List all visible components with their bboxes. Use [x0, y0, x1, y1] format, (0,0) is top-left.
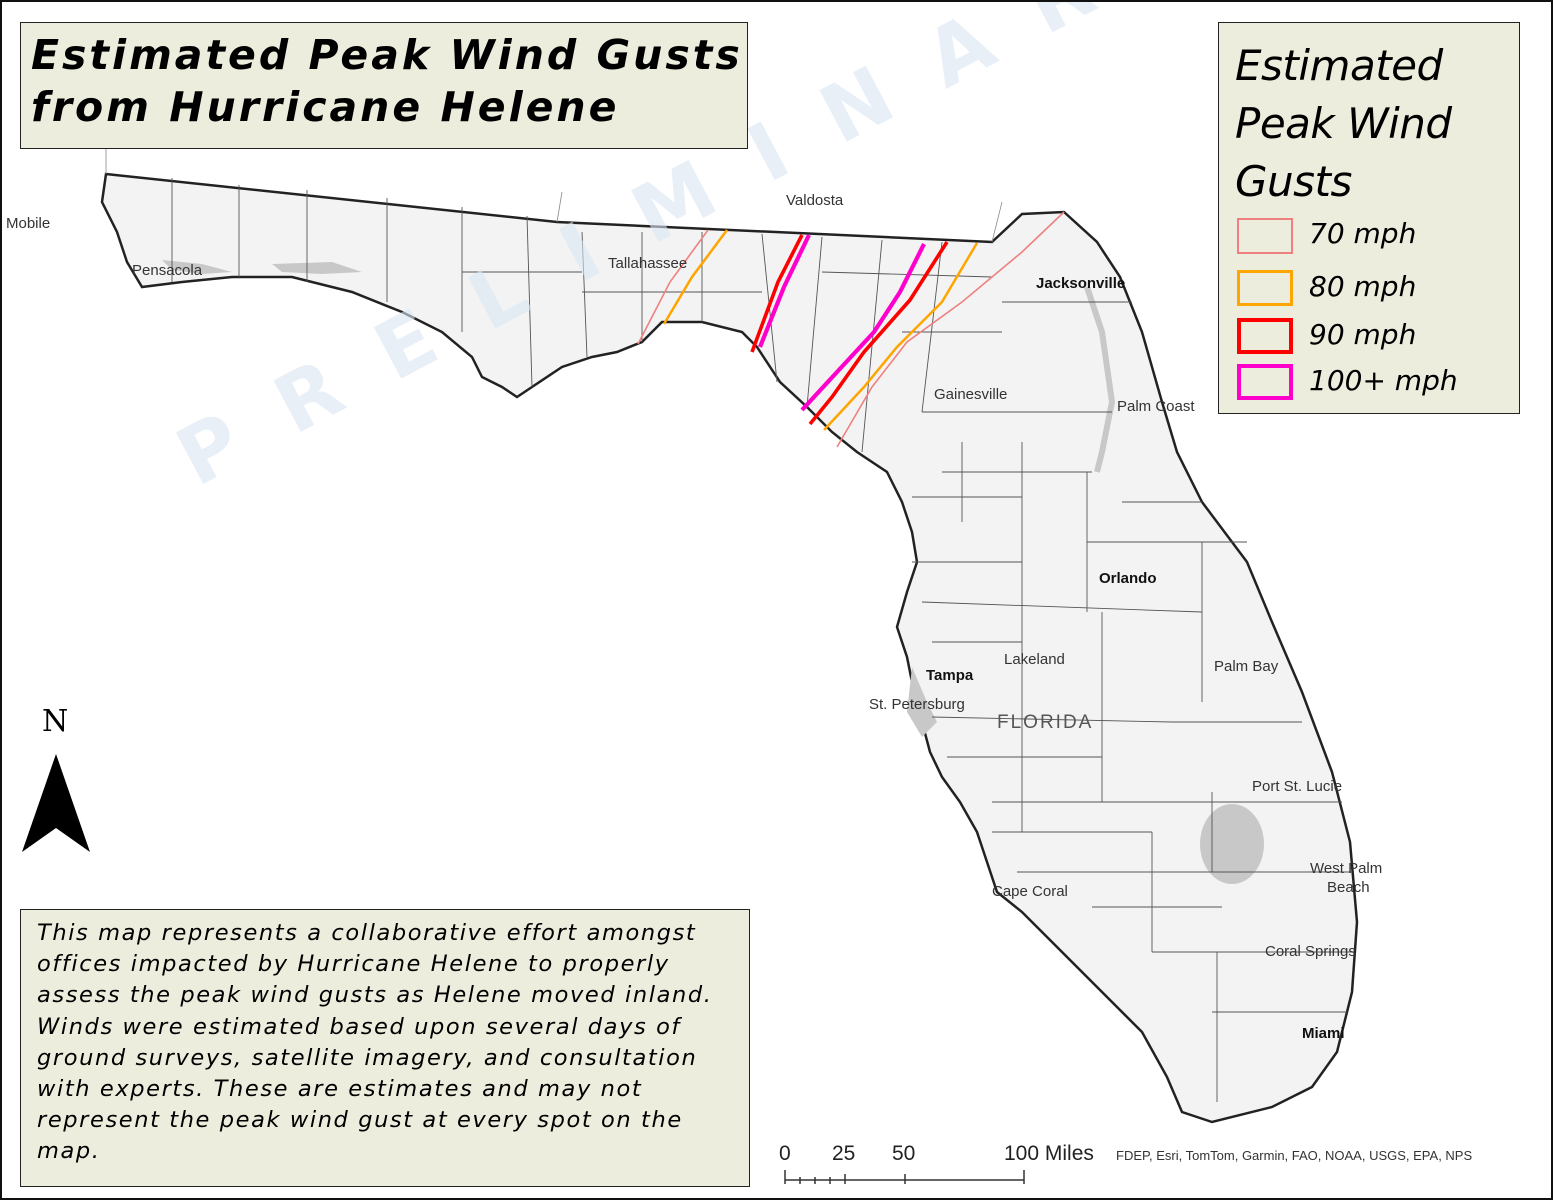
scale-label-50: 50 [892, 1142, 916, 1165]
city-label-coral-springs: Coral Springs [1265, 943, 1356, 960]
city-label-beach: Beach [1327, 879, 1370, 896]
title-line-2: from Hurricane Helene [31, 83, 620, 131]
choctawhatchee-bay [272, 262, 362, 274]
wind-contour-80mph [662, 229, 979, 431]
scale-label-0: 0 [779, 1142, 791, 1165]
lake-okeechobee [1200, 804, 1264, 884]
legend-swatch-90mph [1237, 318, 1293, 354]
pensacola-bay [162, 260, 232, 274]
neighbor-state-lines [105, 147, 1003, 243]
legend-title-line-1: Estimated [1235, 41, 1443, 90]
note-panel: This map represents a collaborative effo… [20, 909, 750, 1187]
wind-contour-70mph [637, 211, 1065, 448]
city-label-miami: Miami [1302, 1025, 1345, 1042]
city-label-port-st-lucie: Port St. Lucie [1252, 778, 1342, 795]
city-label-pensacola: Pensacola [132, 262, 203, 279]
title-panel: Estimated Peak Wind Gusts from Hurricane… [20, 22, 748, 149]
city-label-cape-coral: Cape Coral [992, 883, 1068, 900]
legend-title-line-3: Gusts [1235, 157, 1352, 206]
city-label-gainesville: Gainesville [934, 386, 1007, 403]
legend-label-100mph: 100+ mph [1309, 364, 1458, 397]
state-label: FLORIDA [997, 712, 1093, 733]
city-label-jacksonville: Jacksonville [1036, 275, 1125, 292]
legend-swatch-70mph [1237, 218, 1293, 254]
st-johns-river [1084, 286, 1116, 473]
city-label-palm-coast: Palm Coast [1117, 398, 1195, 415]
city-label-valdosta: Valdosta [786, 192, 844, 209]
legend-label-80mph: 80 mph [1309, 270, 1417, 303]
city-label-orlando: Orlando [1099, 570, 1157, 587]
legend-panel: Estimated Peak Wind Gusts 70 mph 80 mph … [1218, 22, 1520, 414]
north-arrow-label: N [42, 704, 69, 739]
city-label-tampa: Tampa [926, 667, 974, 684]
legend-title-line-2: Peak Wind [1235, 99, 1452, 148]
legend-swatch-100mph [1237, 364, 1293, 400]
note-text: This map represents a collaborative effo… [37, 920, 713, 1165]
scale-label-100-miles: 100 Miles [1004, 1142, 1094, 1165]
scale-bar [784, 1170, 1025, 1184]
city-label-lakeland: Lakeland [1004, 651, 1065, 668]
legend-label-90mph: 90 mph [1309, 318, 1417, 351]
city-label-west-palm: West Palm [1310, 860, 1382, 877]
attribution-text: FDEP, Esri, TomTom, Garmin, FAO, NOAA, U… [1116, 1148, 1473, 1163]
city-label-tallahassee: Tallahassee [608, 255, 687, 272]
north-arrow-icon [22, 754, 90, 852]
city-label-mobile: Mobile [6, 215, 50, 232]
scale-label-25: 25 [832, 1142, 856, 1165]
city-label-palm-bay: Palm Bay [1214, 658, 1279, 675]
wind-contour-90mph [750, 234, 949, 426]
tampa-bay [907, 667, 937, 737]
legend-swatch-80mph [1237, 270, 1293, 306]
county-boundaries [171, 178, 1352, 1102]
wind-contour-100mph [758, 234, 926, 412]
legend-label-70mph: 70 mph [1309, 217, 1417, 250]
title-line-1: Estimated Peak Wind Gusts [31, 31, 743, 79]
city-label-st-petersburg: St. Petersburg [869, 696, 965, 713]
